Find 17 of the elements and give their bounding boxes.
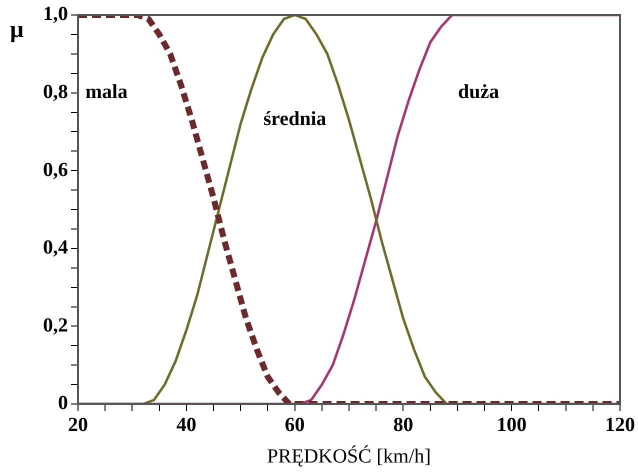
y-tick-label: 0,2 <box>43 314 68 336</box>
y-tick-label: 1,0 <box>43 3 68 26</box>
y-axis-title: μ <box>10 17 24 44</box>
y-tick-label: 0,6 <box>43 158 68 181</box>
x-axis-title: PRĘDKOŚĆ [km/h] <box>267 444 431 468</box>
y-tick-label: 0,8 <box>43 80 68 103</box>
x-tick-label: 100 <box>496 414 527 436</box>
series-label: średnia <box>263 108 326 130</box>
x-tick-label: 60 <box>284 414 305 436</box>
x-tick-label: 40 <box>176 414 196 436</box>
text: mala <box>85 80 128 103</box>
x-tick-label: 80 <box>393 414 414 436</box>
x-tick-label: 120 <box>605 414 635 436</box>
y-tick-label: 0 <box>58 392 68 414</box>
y-tick-label: 0,4 <box>43 236 68 259</box>
text: duża <box>458 80 500 103</box>
x-tick-label: 20 <box>68 414 88 436</box>
